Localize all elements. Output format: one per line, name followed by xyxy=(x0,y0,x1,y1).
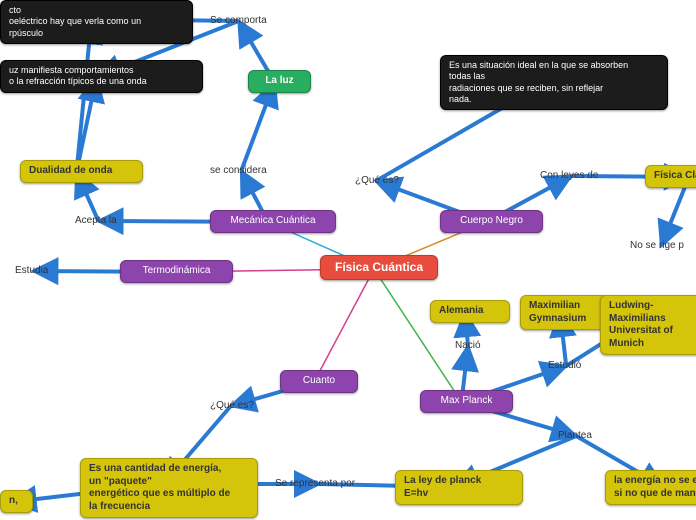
label-lley: Con leyes de xyxy=(540,170,598,181)
label-lnacio: Nació xyxy=(455,340,481,351)
node-univ[interactable]: Ludwing-Maximilians Universitat of Munic… xyxy=(600,295,696,355)
label-lplantea: Plantea xyxy=(558,430,592,441)
label-lque1: ¿Qué es? xyxy=(355,175,399,186)
node-dual[interactable]: Dualidad de onda xyxy=(20,160,143,183)
label-lestudia: Estudia xyxy=(15,265,48,276)
node-blk3[interactable]: Es una situación ideal en la que se abso… xyxy=(440,55,668,110)
node-blk1[interactable]: cto oeléctrico hay que verla como un rpú… xyxy=(0,0,193,44)
node-clasica[interactable]: Física Clásica xyxy=(645,165,696,188)
label-lestudio: Estudió xyxy=(548,360,581,371)
label-lrepr: Se representa por xyxy=(275,478,355,489)
node-leyp[interactable]: La ley de planck E=hv xyxy=(395,470,523,505)
node-termo[interactable]: Termodinámica xyxy=(120,260,233,283)
node-paquete[interactable]: Es una cantidad de energía, un "paquete"… xyxy=(80,458,258,518)
edge-root-cuanto xyxy=(314,269,374,382)
node-root[interactable]: Física Cuántica xyxy=(320,255,438,280)
node-gym[interactable]: Maximilian Gymnasium xyxy=(520,295,610,330)
label-lacepta: Acepta la xyxy=(75,215,117,226)
node-by[interactable]: n, xyxy=(0,490,33,513)
node-planck[interactable]: Max Planck xyxy=(420,390,513,413)
edge-root-planck xyxy=(374,269,462,402)
node-luz[interactable]: La luz xyxy=(248,70,311,93)
label-lnorige: No se rige p xyxy=(630,240,684,251)
node-cuerpo[interactable]: Cuerpo Negro xyxy=(440,210,543,233)
node-energ[interactable]: la energía no se emit si no que de maner… xyxy=(605,470,696,505)
node-cuanto[interactable]: Cuanto xyxy=(280,370,358,393)
edge-lcons-luz xyxy=(241,82,274,171)
label-lcomp: Se comporta xyxy=(210,15,267,26)
label-lcons: se considera xyxy=(210,165,267,176)
node-mec[interactable]: Mecánica Cuántica xyxy=(210,210,336,233)
label-lque2: ¿Qué es? xyxy=(210,400,254,411)
node-blk2[interactable]: uz manifiesta comportamientos o la refra… xyxy=(0,60,203,93)
node-alemania[interactable]: Alemania xyxy=(430,300,510,323)
